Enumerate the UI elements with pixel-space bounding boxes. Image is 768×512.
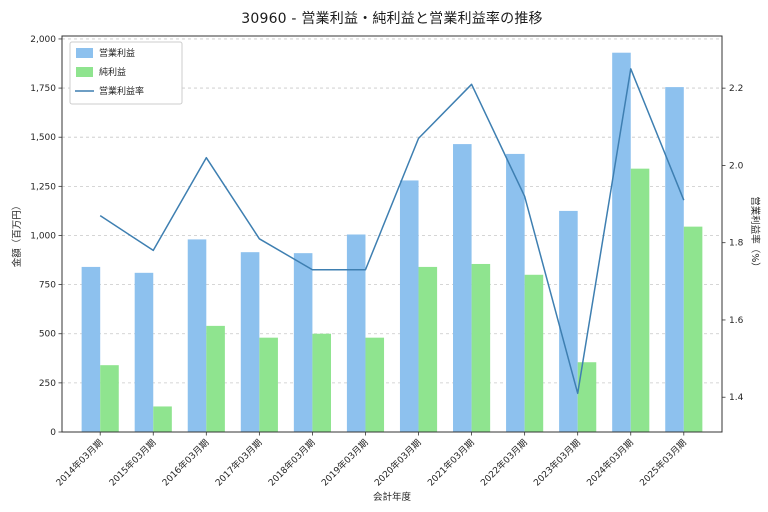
x-tick-label: 2025年03月期 [637, 437, 689, 489]
x-axis-label: 会計年度 [373, 491, 412, 503]
x-tick-label: 2015年03月期 [107, 437, 159, 489]
bar-operating-profit [81, 266, 101, 432]
bar-net-profit [259, 337, 278, 432]
bar-net-profit [206, 325, 225, 432]
legend-box [69, 41, 183, 105]
x-tick-label: 2018年03月期 [266, 437, 318, 489]
bar-operating-profit [453, 144, 472, 432]
bar-operating-profit [134, 272, 154, 432]
right-axis-label: 営業利益率（%） [749, 196, 761, 272]
bar-operating-profit [240, 252, 260, 432]
right-tick-label: 1.6 [729, 316, 744, 326]
bar-operating-profit [506, 153, 525, 432]
legend-label-operating-margin: 営業利益率 [99, 85, 144, 97]
right-tick-label: 1.8 [729, 239, 744, 249]
left-tick-label: 250 [39, 379, 56, 389]
bar-net-profit [418, 266, 438, 432]
legend-label-net-profit: 純利益 [99, 66, 126, 78]
bar-net-profit [524, 274, 544, 432]
left-tick-label: 1,000 [30, 231, 56, 241]
legend-swatch-operating-profit [76, 48, 93, 58]
right-tick-label: 1.4 [729, 393, 744, 403]
bar-operating-profit [665, 87, 684, 432]
legend-label-operating-profit: 営業利益 [99, 47, 135, 59]
left-tick-label: 2,000 [30, 35, 56, 45]
x-tick-label: 2020年03月期 [372, 437, 424, 489]
bar-operating-profit [612, 52, 631, 433]
left-tick-label: 1,250 [30, 182, 56, 192]
bar-net-profit [312, 333, 331, 432]
x-tick-label: 2016年03月期 [160, 437, 212, 489]
x-tick-label: 2014年03月期 [53, 437, 105, 489]
x-tick-label: 2021年03月期 [425, 437, 477, 489]
bar-net-profit [577, 362, 597, 432]
x-tick-label: 2022年03月期 [478, 437, 530, 489]
left-tick-label: 1,500 [30, 133, 56, 143]
bar-operating-profit [293, 253, 313, 432]
plot-border [61, 35, 723, 433]
x-tick-label: 2019年03月期 [319, 437, 371, 489]
left-tick-label: 1,750 [30, 84, 56, 94]
right-tick-label: 2.0 [729, 161, 744, 171]
bar-net-profit [683, 226, 703, 432]
bar-net-profit [153, 406, 172, 432]
bar-net-profit [365, 337, 385, 432]
left-tick-label: 500 [39, 330, 56, 340]
left-tick-label: 0 [50, 428, 56, 438]
x-tick-label: 2023年03月期 [531, 437, 583, 489]
legend-swatch-net-profit [76, 67, 93, 77]
bar-net-profit [630, 168, 650, 432]
bar-net-profit [100, 365, 119, 432]
bar-operating-profit [559, 210, 578, 432]
x-tick-label: 2017年03月期 [213, 437, 265, 489]
bar-net-profit [471, 263, 491, 432]
chart-title: 30960 - 営業利益・純利益と営業利益率の推移 [241, 11, 543, 27]
bar-operating-profit [187, 239, 207, 432]
right-tick-label: 2.2 [729, 84, 743, 94]
line-operating-margin [99, 68, 685, 395]
x-tick-label: 2024年03月期 [584, 437, 636, 489]
bar-operating-profit [346, 234, 366, 432]
left-axis-label: 金額（百万円） [11, 201, 23, 268]
left-tick-label: 750 [39, 281, 56, 291]
bar-operating-profit [399, 180, 419, 432]
